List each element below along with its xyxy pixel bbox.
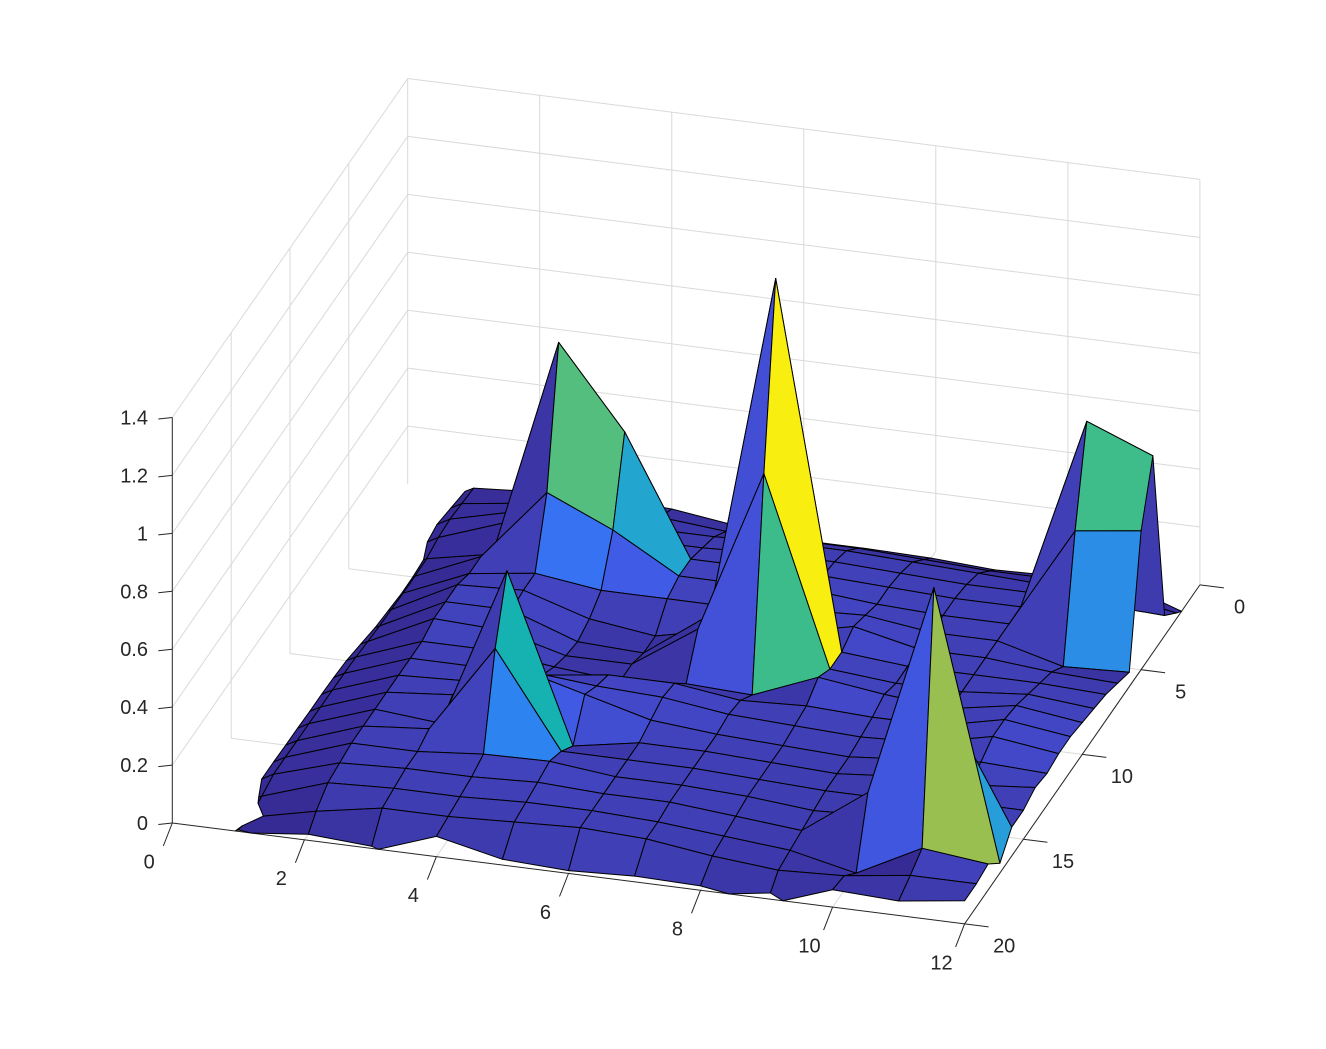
svg-text:1.2: 1.2 (120, 465, 148, 487)
svg-text:1.4: 1.4 (120, 408, 148, 430)
svg-text:0: 0 (137, 813, 148, 835)
svg-text:10: 10 (1111, 766, 1133, 788)
svg-text:0: 0 (1234, 597, 1245, 619)
svg-text:20: 20 (993, 936, 1015, 958)
svg-text:15: 15 (1052, 851, 1074, 873)
svg-text:2: 2 (276, 868, 287, 890)
svg-text:4: 4 (408, 885, 419, 907)
svg-text:5: 5 (1175, 681, 1186, 703)
svg-text:1: 1 (137, 523, 148, 545)
svg-text:6: 6 (540, 902, 551, 924)
svg-text:0.4: 0.4 (120, 697, 148, 719)
svg-text:10: 10 (798, 936, 820, 958)
svg-text:12: 12 (930, 952, 952, 974)
svg-text:0.6: 0.6 (120, 639, 148, 661)
svg-text:0.8: 0.8 (120, 581, 148, 603)
svg-text:0: 0 (144, 851, 155, 873)
svg-text:0.2: 0.2 (120, 755, 148, 777)
svg-text:8: 8 (672, 919, 683, 941)
